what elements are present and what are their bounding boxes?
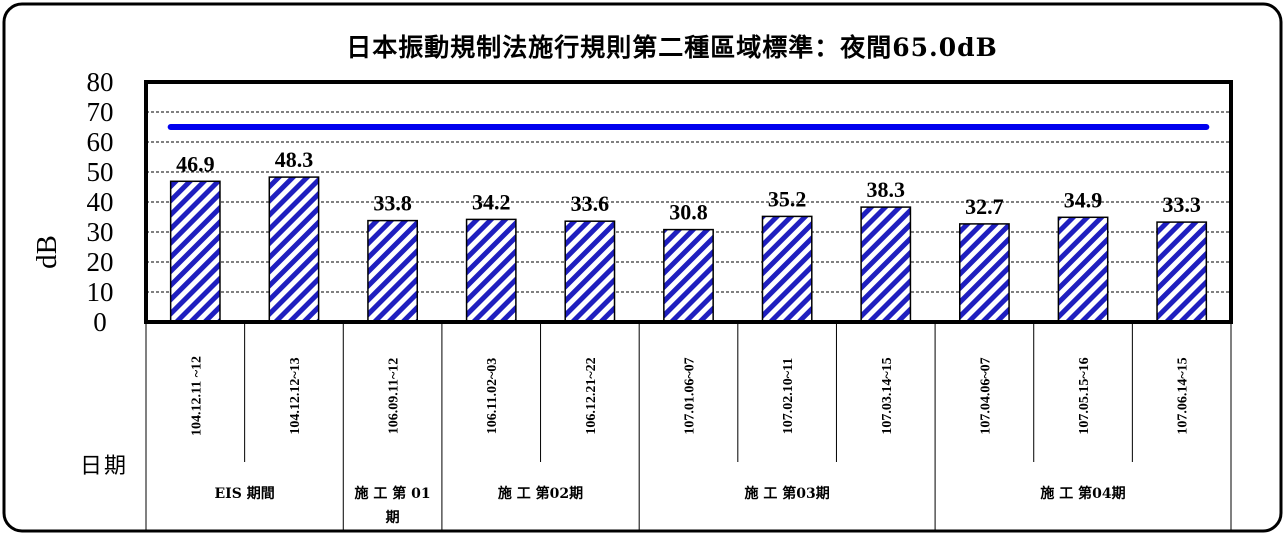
bars <box>169 176 1208 323</box>
x-tick-label: 107.01.06~07 <box>683 357 698 434</box>
x-tick-label: 107.05.15~16 <box>1077 357 1092 434</box>
bar <box>268 176 320 323</box>
bar <box>1156 221 1208 323</box>
group-label: 施 工 第04期 <box>1040 485 1125 502</box>
bar <box>1057 216 1109 323</box>
x-axis-label: 日期 <box>80 454 128 479</box>
bar <box>663 228 714 323</box>
y-tick-label: 30 <box>87 217 114 247</box>
bar <box>465 218 517 323</box>
y-tick-label: 20 <box>87 247 114 277</box>
bar <box>860 206 912 323</box>
x-tick-label: 107.04.06~07 <box>978 357 993 434</box>
x-tick-label: 106.11.02~03 <box>485 358 500 435</box>
y-tick-label: 50 <box>87 157 114 187</box>
data-labels: 46.9 48.3 33.8 34.2 33.6 30.8 35.2 38.3 32.7 34.9… <box>176 147 1201 225</box>
data-label: 30.8 <box>669 200 708 225</box>
x-tick-label: 106.12.21~22 <box>584 357 599 434</box>
bar <box>761 215 813 323</box>
x-tick-label: 104.12.11 ~12 <box>189 356 204 436</box>
data-label: 33.6 <box>571 191 610 216</box>
group-label: 施 工 第03期 <box>745 485 830 502</box>
group-label: 施 工 第02期 <box>498 485 583 502</box>
plot-area <box>144 80 1233 324</box>
data-label: 33.8 <box>373 191 412 216</box>
category-table <box>145 322 1232 531</box>
data-label: 38.3 <box>867 177 906 202</box>
y-tick-label: 40 <box>87 187 114 217</box>
chart-title: 日本振動規制法施行規則第二種區域標準：夜間65.0dB <box>346 33 998 62</box>
group-label: EIS 期間 <box>215 486 275 502</box>
data-label: 34.2 <box>472 189 511 214</box>
group-label: 施 工 第 01 期 <box>355 485 431 526</box>
x-tick-labels: 104.12.11 ~12 104.12.12~13 106.09.11~12 106… <box>189 356 1190 436</box>
x-tick-label: 106.09.11~12 <box>387 358 402 435</box>
data-label: 34.9 <box>1064 187 1103 212</box>
data-label: 35.2 <box>768 186 807 211</box>
data-label: 46.9 <box>176 151 215 176</box>
bar <box>367 219 419 323</box>
bar <box>959 223 1010 323</box>
group-labels: EIS 期間 施 工 第 01 期 施 工 第02期 施 工 第03期 施 工 第04期 <box>215 485 1126 526</box>
x-tick-label: 104.12.12~13 <box>288 357 303 434</box>
data-label: 32.7 <box>965 194 1004 219</box>
y-tick-label: 10 <box>87 277 114 307</box>
y-tick-label: 80 <box>87 67 114 97</box>
y-axis-label: dB <box>31 235 63 269</box>
x-tick-label: 107.06.14~15 <box>1176 357 1191 434</box>
y-tick-label: 0 <box>93 307 107 337</box>
x-tick-label: 107.03.14~15 <box>880 357 895 434</box>
y-tick-label: 60 <box>87 127 114 157</box>
bar <box>564 220 616 323</box>
bar <box>169 180 221 323</box>
x-tick-label: 107.02.10~11 <box>781 358 796 435</box>
y-tick-label: 70 <box>87 97 114 127</box>
data-label: 48.3 <box>275 147 314 172</box>
data-label: 33.3 <box>1162 192 1201 217</box>
